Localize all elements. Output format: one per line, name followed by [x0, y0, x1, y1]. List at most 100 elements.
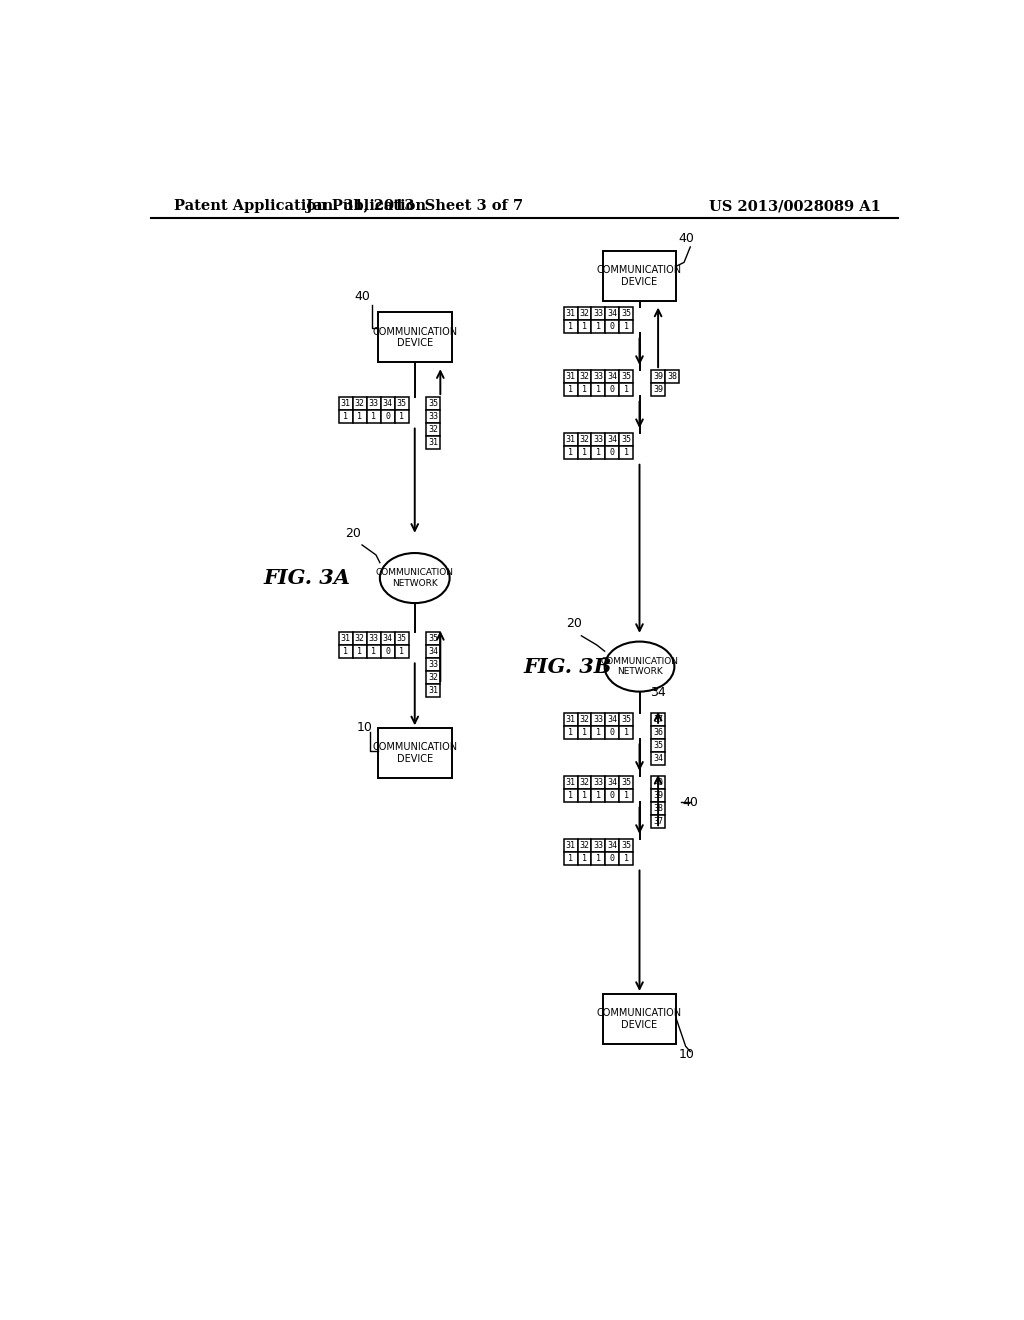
Text: 31: 31 — [428, 438, 438, 447]
Bar — [592, 433, 605, 446]
Text: 38: 38 — [653, 804, 664, 813]
Text: 0: 0 — [610, 322, 614, 331]
Bar — [651, 726, 665, 739]
Bar — [605, 383, 620, 396]
Text: 33: 33 — [594, 309, 603, 318]
Bar — [394, 397, 409, 411]
Text: 32: 32 — [354, 399, 365, 408]
Bar — [578, 321, 592, 333]
Bar — [592, 726, 605, 739]
Bar — [378, 729, 452, 779]
Text: 34: 34 — [383, 399, 392, 408]
Text: 31: 31 — [565, 715, 575, 723]
Bar — [620, 713, 633, 726]
Text: 1: 1 — [568, 727, 573, 737]
Text: COMMUNICATION
DEVICE: COMMUNICATION DEVICE — [597, 265, 682, 286]
Bar — [339, 632, 352, 645]
Text: 1: 1 — [568, 322, 573, 331]
Bar — [426, 671, 440, 684]
Text: 33: 33 — [594, 841, 603, 850]
Text: 1: 1 — [582, 449, 587, 458]
Bar — [592, 789, 605, 803]
Text: 1: 1 — [568, 854, 573, 863]
Bar — [620, 726, 633, 739]
Bar — [578, 383, 592, 396]
Text: 1: 1 — [568, 449, 573, 458]
Bar — [605, 726, 620, 739]
Text: 40: 40 — [354, 290, 371, 304]
Text: 10: 10 — [356, 721, 372, 734]
Text: 34: 34 — [650, 686, 666, 700]
Bar — [578, 726, 592, 739]
Text: 1: 1 — [582, 385, 587, 395]
Bar — [426, 684, 440, 697]
Text: 31: 31 — [565, 372, 575, 381]
Text: FIG. 3B: FIG. 3B — [523, 656, 611, 677]
Bar — [651, 370, 665, 383]
Text: 1: 1 — [343, 647, 348, 656]
Text: 1: 1 — [596, 727, 601, 737]
Text: 0: 0 — [385, 647, 390, 656]
Bar — [592, 446, 605, 459]
Text: 20: 20 — [345, 527, 360, 540]
Bar — [592, 776, 605, 789]
Bar — [620, 321, 633, 333]
Text: 0: 0 — [610, 449, 614, 458]
Text: 33: 33 — [369, 399, 379, 408]
Text: 35: 35 — [428, 634, 438, 643]
Bar — [605, 789, 620, 803]
Bar — [339, 645, 352, 659]
Text: 32: 32 — [354, 634, 365, 643]
Bar — [563, 776, 578, 789]
Bar — [426, 437, 440, 450]
Bar — [426, 411, 440, 424]
Bar — [352, 632, 367, 645]
Text: 35: 35 — [622, 715, 632, 723]
Text: 1: 1 — [596, 449, 601, 458]
Text: 33: 33 — [594, 715, 603, 723]
Bar — [339, 397, 352, 411]
Bar — [651, 776, 665, 789]
Text: 1: 1 — [357, 412, 362, 421]
Text: 1: 1 — [343, 412, 348, 421]
Text: 33: 33 — [594, 436, 603, 445]
Bar — [620, 789, 633, 803]
Bar — [620, 308, 633, 321]
Bar — [352, 411, 367, 424]
Bar — [367, 411, 381, 424]
Bar — [651, 739, 665, 752]
Bar — [651, 803, 665, 816]
Bar — [651, 752, 665, 766]
Bar — [592, 308, 605, 321]
Bar — [592, 383, 605, 396]
Bar — [578, 308, 592, 321]
Text: 37: 37 — [653, 817, 664, 826]
Bar — [563, 713, 578, 726]
Bar — [578, 433, 592, 446]
Text: 32: 32 — [580, 841, 590, 850]
Bar — [620, 433, 633, 446]
Text: 34: 34 — [607, 715, 617, 723]
Bar — [578, 853, 592, 866]
Text: 33: 33 — [428, 412, 438, 421]
Text: 35: 35 — [622, 841, 632, 850]
Text: 34: 34 — [607, 309, 617, 318]
Text: 35: 35 — [428, 399, 438, 408]
Text: 1: 1 — [624, 322, 629, 331]
Bar — [381, 411, 394, 424]
Ellipse shape — [380, 553, 450, 603]
Text: 1: 1 — [371, 647, 376, 656]
Text: COMMUNICATION
DEVICE: COMMUNICATION DEVICE — [597, 1008, 682, 1030]
Bar — [620, 776, 633, 789]
Text: 37: 37 — [653, 715, 664, 723]
Bar — [605, 308, 620, 321]
Text: 31: 31 — [565, 436, 575, 445]
Text: 1: 1 — [624, 727, 629, 737]
Text: 1: 1 — [582, 854, 587, 863]
Bar — [426, 632, 440, 645]
Text: 1: 1 — [582, 322, 587, 331]
Bar — [352, 397, 367, 411]
Text: 36: 36 — [653, 727, 664, 737]
Bar — [605, 433, 620, 446]
Text: 35: 35 — [653, 741, 664, 750]
